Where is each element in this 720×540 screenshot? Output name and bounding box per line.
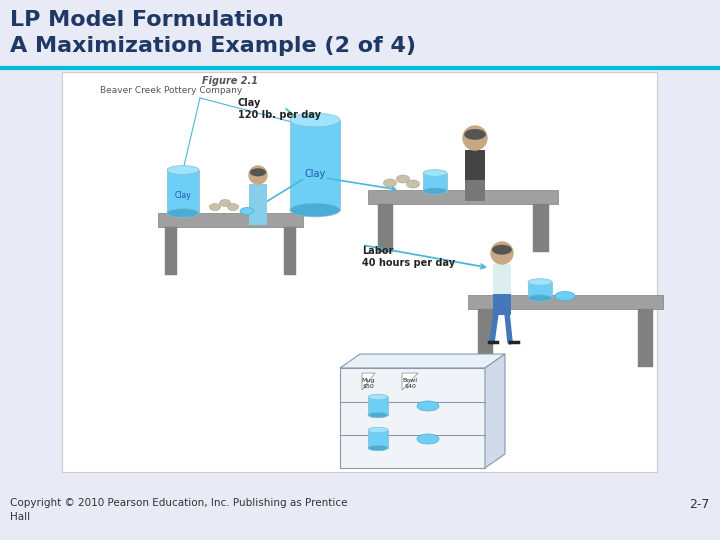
Text: Labor
40 hours per day: Labor 40 hours per day	[362, 246, 455, 268]
Ellipse shape	[417, 401, 439, 411]
Text: Bowl
$40: Bowl $40	[402, 378, 418, 389]
Text: Clay: Clay	[175, 191, 192, 200]
Bar	[468, 295, 663, 309]
Bar	[493, 294, 511, 315]
Polygon shape	[485, 354, 505, 468]
Bar	[290, 120, 340, 210]
Ellipse shape	[290, 203, 340, 217]
Polygon shape	[362, 373, 375, 390]
Bar	[465, 150, 485, 180]
Ellipse shape	[492, 245, 512, 255]
Circle shape	[491, 242, 513, 264]
Ellipse shape	[417, 434, 439, 444]
Bar	[166, 227, 177, 275]
Ellipse shape	[423, 170, 447, 176]
Text: Mug
$50: Mug $50	[361, 378, 374, 389]
Text: Beaver Creek Pottery Company: Beaver Creek Pottery Company	[100, 86, 242, 95]
Ellipse shape	[407, 180, 420, 188]
Ellipse shape	[167, 166, 199, 174]
Ellipse shape	[250, 168, 266, 177]
Bar	[284, 227, 296, 275]
FancyBboxPatch shape	[62, 72, 657, 472]
Bar	[340, 368, 485, 468]
Circle shape	[249, 166, 267, 184]
Ellipse shape	[220, 199, 230, 206]
Bar	[423, 173, 447, 191]
Polygon shape	[340, 354, 505, 368]
Bar	[249, 184, 267, 208]
Bar	[528, 282, 552, 298]
Ellipse shape	[210, 204, 220, 211]
Ellipse shape	[528, 295, 552, 301]
Ellipse shape	[555, 292, 575, 300]
Text: Figure 2.1: Figure 2.1	[202, 76, 258, 86]
Ellipse shape	[397, 175, 410, 183]
Text: Copyright © 2010 Pearson Education, Inc. Publishing as Prentice
Hall: Copyright © 2010 Pearson Education, Inc.…	[10, 498, 348, 522]
Ellipse shape	[240, 207, 254, 214]
Bar	[465, 180, 485, 201]
Circle shape	[463, 126, 487, 150]
Bar	[158, 213, 303, 227]
Bar	[478, 309, 493, 367]
Text: Clay
120 lb. per day: Clay 120 lb. per day	[238, 98, 321, 119]
Ellipse shape	[423, 188, 447, 194]
Text: 2-7: 2-7	[690, 498, 710, 511]
Ellipse shape	[464, 129, 486, 140]
Bar	[249, 208, 267, 225]
Bar	[368, 397, 388, 415]
Ellipse shape	[384, 179, 397, 187]
Bar	[368, 430, 388, 448]
Bar	[368, 190, 558, 204]
Ellipse shape	[368, 394, 388, 400]
Bar	[534, 204, 549, 252]
Ellipse shape	[228, 204, 238, 211]
Text: LP Model Formulation: LP Model Formulation	[10, 10, 284, 30]
Polygon shape	[402, 373, 418, 390]
Ellipse shape	[368, 446, 388, 451]
Ellipse shape	[167, 208, 199, 218]
Ellipse shape	[368, 427, 388, 433]
Bar	[493, 264, 511, 294]
Text: Clay: Clay	[305, 169, 325, 179]
Bar	[638, 309, 653, 367]
Ellipse shape	[290, 113, 340, 127]
Text: A Maximization Example (2 of 4): A Maximization Example (2 of 4)	[10, 36, 416, 56]
Ellipse shape	[368, 412, 388, 418]
Bar	[377, 204, 392, 252]
Ellipse shape	[528, 279, 552, 285]
Bar	[167, 170, 199, 213]
